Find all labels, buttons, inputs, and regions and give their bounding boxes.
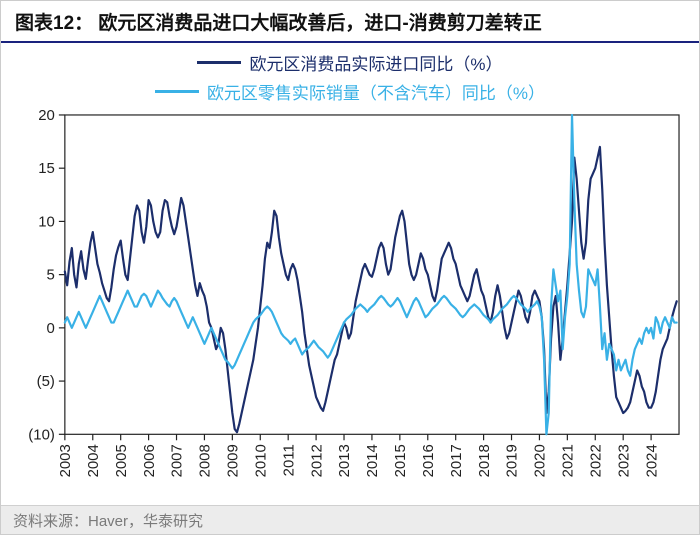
svg-text:2006: 2006 (141, 444, 158, 477)
svg-text:2019: 2019 (504, 444, 521, 477)
legend-label-2: 欧元区零售实际销量（不含汽车）同比（%） (207, 79, 545, 104)
footer-text: 资料来源：Haver，华泰研究 (13, 510, 203, 531)
svg-text:(5): (5) (37, 373, 55, 390)
svg-text:2008: 2008 (197, 444, 214, 477)
chart-area: (10) (5) 0 5 10 15 20 2003 2004 2005 2006 2007 2008 2… (15, 109, 685, 492)
svg-text:2013: 2013 (336, 444, 353, 477)
svg-text:2021: 2021 (560, 444, 577, 477)
svg-text:2004: 2004 (85, 444, 102, 477)
svg-text:2022: 2022 (587, 444, 604, 477)
title-prefix: 图表12： (15, 13, 93, 34)
figure-title: 图表12： 欧元区消费品进口大幅改善后，进口-消费剪刀差转正 (15, 8, 542, 35)
legend-swatch-2 (155, 90, 199, 93)
title-bar: 图表12： 欧元区消费品进口大幅改善后，进口-消费剪刀差转正 (1, 1, 699, 43)
svg-text:15: 15 (38, 160, 55, 177)
svg-text:2023: 2023 (615, 444, 632, 477)
svg-text:2003: 2003 (57, 444, 74, 477)
svg-text:20: 20 (38, 109, 55, 124)
svg-text:2016: 2016 (420, 444, 437, 477)
svg-text:2015: 2015 (392, 444, 409, 477)
svg-text:2018: 2018 (476, 444, 493, 477)
svg-text:5: 5 (47, 267, 55, 284)
figure-container: 图表12： 欧元区消费品进口大幅改善后，进口-消费剪刀差转正 欧元区消费品实际进… (0, 0, 700, 535)
svg-text:2012: 2012 (308, 444, 325, 477)
chart-svg: (10) (5) 0 5 10 15 20 2003 2004 2005 2006 2007 2008 2… (15, 109, 685, 492)
legend-label-1: 欧元区消费品实际进口同比（%） (249, 50, 502, 75)
legend: 欧元区消费品实际进口同比（%） 欧元区零售实际销量（不含汽车）同比（%） (1, 49, 699, 105)
svg-text:2011: 2011 (280, 444, 297, 476)
svg-text:2020: 2020 (532, 444, 549, 477)
svg-text:2005: 2005 (113, 444, 130, 477)
svg-text:0: 0 (47, 320, 55, 337)
svg-text:2007: 2007 (169, 444, 186, 477)
legend-swatch-1 (197, 61, 241, 64)
svg-text:10: 10 (38, 213, 55, 230)
svg-text:2017: 2017 (448, 444, 465, 477)
footer: 资料来源：Haver，华泰研究 (1, 505, 699, 534)
svg-text:2010: 2010 (252, 444, 269, 477)
legend-item-1: 欧元区消费品实际进口同比（%） (197, 50, 502, 75)
svg-text:2009: 2009 (225, 444, 242, 477)
svg-text:2024: 2024 (643, 444, 660, 477)
svg-text:2014: 2014 (364, 444, 381, 477)
legend-item-2: 欧元区零售实际销量（不含汽车）同比（%） (155, 79, 545, 104)
title-main: 欧元区消费品进口大幅改善后，进口-消费剪刀差转正 (93, 13, 542, 34)
svg-text:(10): (10) (28, 426, 55, 443)
